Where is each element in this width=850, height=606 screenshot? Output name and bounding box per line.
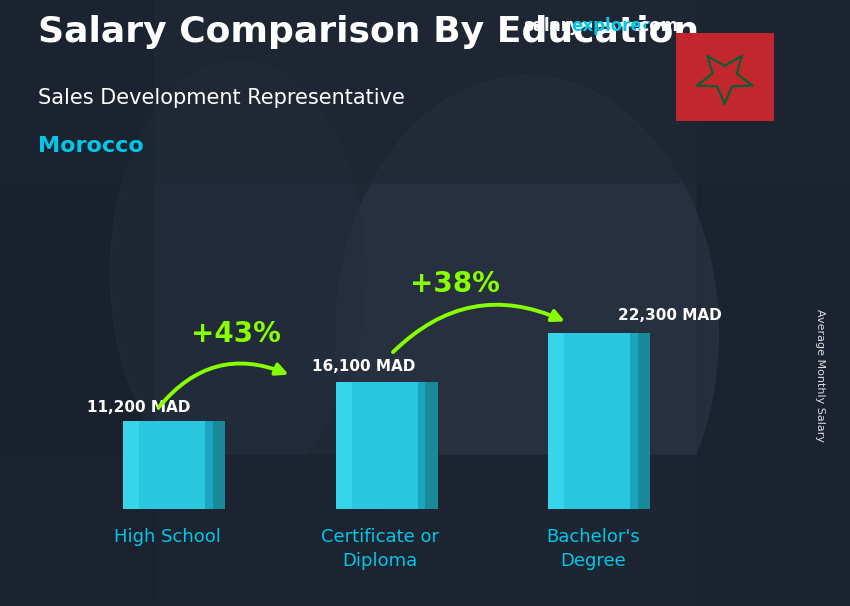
Text: +43%: +43% (191, 320, 280, 348)
Bar (418, 382, 425, 509)
Bar (336, 382, 425, 509)
Polygon shape (212, 421, 225, 509)
Bar (548, 333, 564, 509)
Bar (0, 454, 850, 606)
Bar (0, 0, 153, 606)
Text: Average Monthly Salary: Average Monthly Salary (815, 309, 825, 442)
Ellipse shape (336, 76, 718, 591)
Bar (0, 0, 850, 182)
Text: explorer: explorer (571, 17, 650, 35)
Text: 16,100 MAD: 16,100 MAD (313, 359, 416, 375)
Text: Morocco: Morocco (38, 136, 144, 156)
Polygon shape (638, 333, 650, 509)
Bar (697, 0, 850, 606)
FancyArrowPatch shape (159, 364, 285, 407)
Bar (336, 382, 352, 509)
Bar (631, 333, 638, 509)
Text: 11,200 MAD: 11,200 MAD (87, 401, 190, 415)
Bar (123, 421, 212, 509)
Polygon shape (697, 56, 752, 104)
FancyArrowPatch shape (393, 305, 561, 352)
Bar (123, 421, 139, 509)
Text: +38%: +38% (410, 270, 500, 298)
Text: 22,300 MAD: 22,300 MAD (618, 308, 722, 322)
Ellipse shape (110, 61, 366, 485)
Text: Sales Development Representative: Sales Development Representative (38, 88, 405, 108)
Polygon shape (425, 382, 438, 509)
Bar (206, 421, 212, 509)
Text: Salary Comparison By Education: Salary Comparison By Education (38, 15, 700, 49)
Bar (548, 333, 638, 509)
Text: salary: salary (523, 17, 580, 35)
Text: .com: .com (633, 17, 678, 35)
